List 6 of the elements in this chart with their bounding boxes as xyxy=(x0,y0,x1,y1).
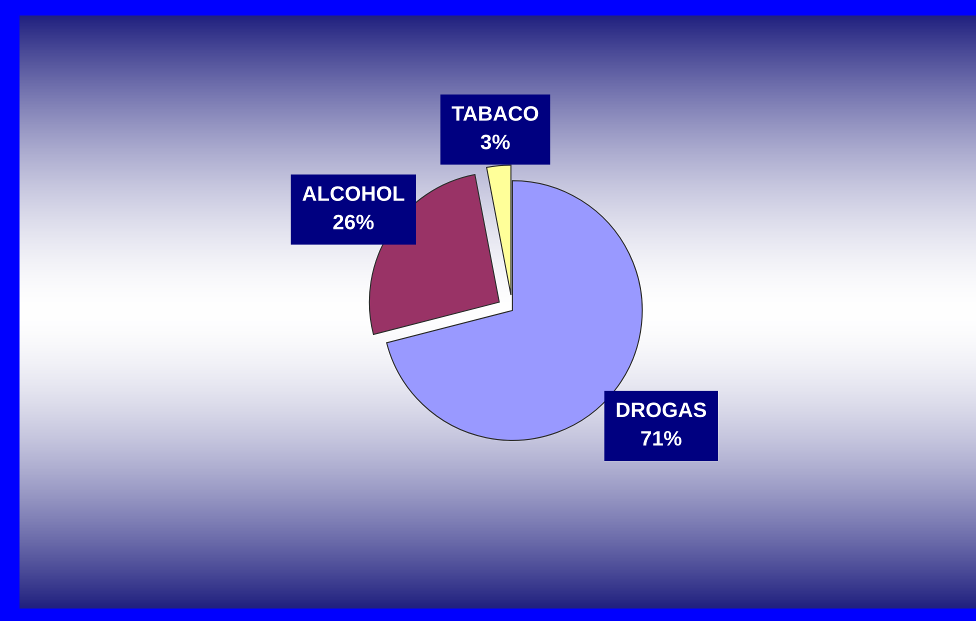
data-label: 26% xyxy=(333,214,374,230)
slice-label: ALCOHOL xyxy=(302,186,404,201)
slice-label: TABACO xyxy=(452,106,538,121)
slice-label: DROGAS xyxy=(616,402,706,418)
data-label: 71% xyxy=(641,431,682,446)
data-label: 3% xyxy=(480,134,510,150)
